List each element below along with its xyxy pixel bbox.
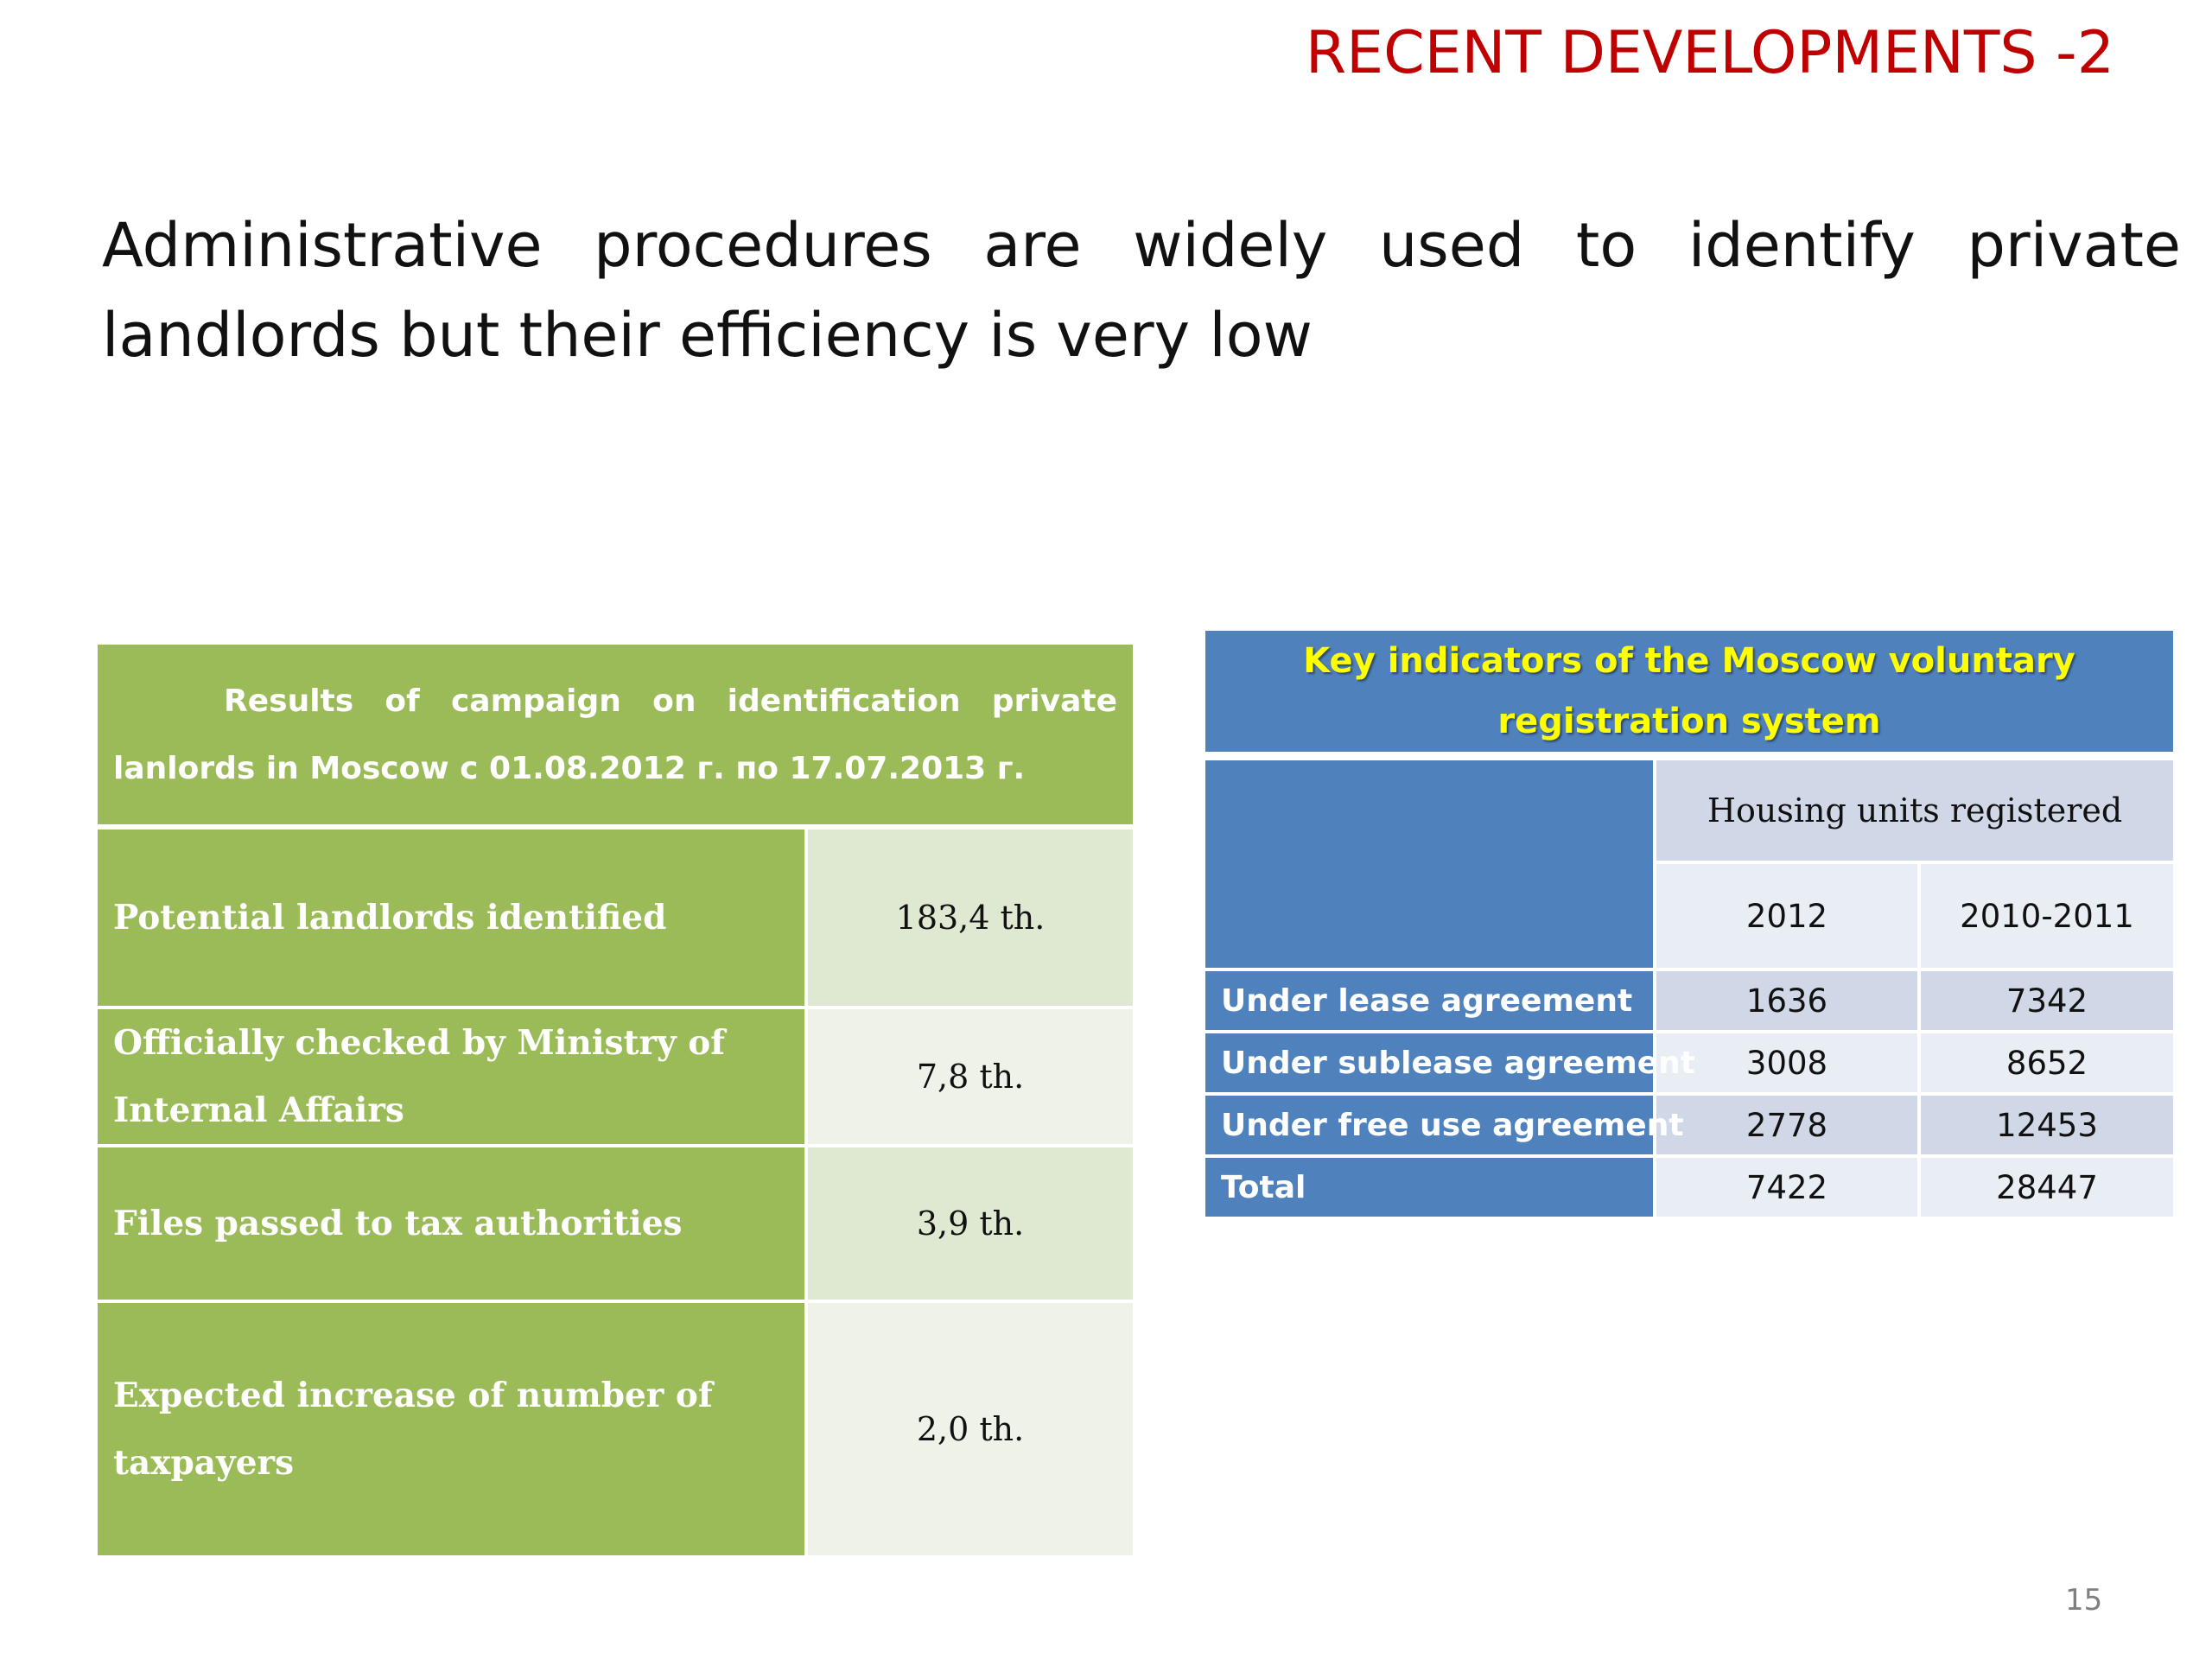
table-row: Under sublease agreement 3008 8652 [1205, 1033, 2174, 1096]
row-label: Under sublease agreement [1205, 1033, 1695, 1096]
row-label: Under free use agreement [1205, 1096, 1684, 1158]
slide-headline: Administrative procedures are widely use… [102, 210, 2181, 371]
table-row: Total 7422 28447 [1205, 1158, 2174, 1220]
housing-units-header: Housing units registered [1656, 760, 2174, 864]
row-label: Potential landlords identified [98, 830, 808, 1009]
row-label: Under lease agreement [1205, 971, 1656, 1033]
value-2012: 3008 [1656, 1033, 1921, 1096]
page-number: 15 [2065, 1583, 2103, 1618]
value-2010-2011: 28447 [1921, 1158, 2174, 1220]
value-2012: 7422 [1656, 1158, 1921, 1220]
slide-title: RECENT DEVELOPMENTS -2 [1305, 19, 2114, 87]
year-header-2010-2011: 2010-2011 [1921, 864, 2174, 971]
row-label: Expected increase of number of taxpayers [98, 1303, 808, 1559]
value-2010-2011: 12453 [1921, 1096, 2174, 1158]
campaign-results-table: Results of campaign on identification pr… [98, 645, 1134, 1559]
row-value: 7,8 th. [808, 1009, 1134, 1147]
registration-indicators-header: Key indicators of the Moscow voluntary r… [1205, 631, 2174, 760]
table-row: Under lease agreement 1636 7342 [1205, 971, 2174, 1033]
table-row: Under free use agreement 2778 12453 [1205, 1096, 2174, 1158]
blank-header-cell [1205, 760, 1656, 971]
year-header-2012: 2012 [1656, 864, 1921, 971]
row-label: Officially checked by Ministry of Intern… [98, 1009, 808, 1147]
value-2012: 1636 [1656, 971, 1921, 1033]
row-value: 2,0 th. [808, 1303, 1134, 1559]
value-2012: 2778 [1656, 1096, 1921, 1158]
value-2010-2011: 7342 [1921, 971, 2174, 1033]
value-2010-2011: 8652 [1921, 1033, 2174, 1096]
table-row: Officially checked by Ministry of Intern… [98, 1009, 1134, 1147]
row-value: 183,4 th. [808, 830, 1134, 1009]
campaign-results-header-text: Results of campaign on identification pr… [113, 683, 1118, 786]
table-row: Files passed to tax authorities 3,9 th. [98, 1147, 1134, 1303]
table-row: Potential landlords identified 183,4 th. [98, 830, 1134, 1009]
row-label: Files passed to tax authorities [98, 1147, 808, 1303]
table-row: Expected increase of number of taxpayers… [98, 1303, 1134, 1559]
row-label: Total [1205, 1158, 1656, 1220]
campaign-results-header: Results of campaign on identification pr… [98, 645, 1134, 830]
row-value: 3,9 th. [808, 1147, 1134, 1303]
registration-indicators-table: Key indicators of the Moscow voluntary r… [1205, 631, 2174, 1220]
